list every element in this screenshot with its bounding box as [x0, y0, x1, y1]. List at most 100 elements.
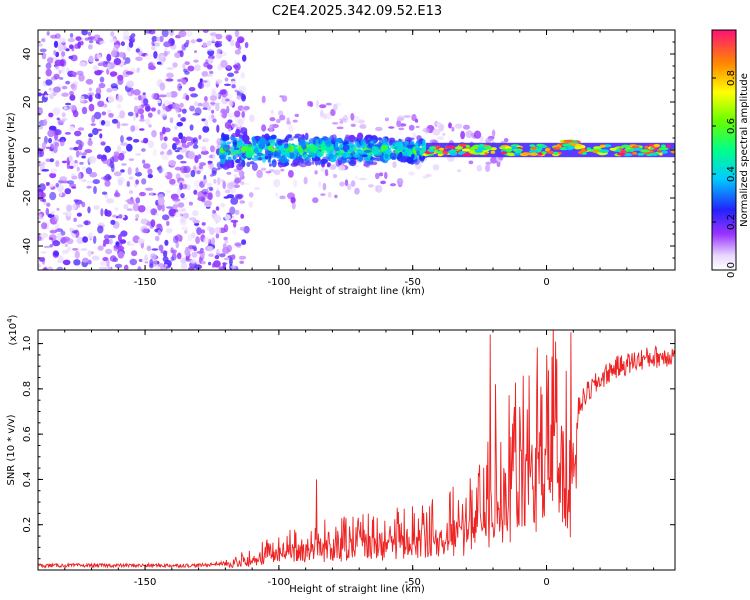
heatmap-cell	[67, 38, 76, 43]
heatmap-cell	[201, 146, 207, 152]
heatmap-cell	[147, 112, 153, 118]
heatmap-cell	[234, 70, 239, 74]
heatmap-cell	[72, 81, 79, 85]
heatmap-cell	[79, 161, 84, 165]
x-tick-label: 0	[543, 577, 549, 588]
heatmap-cell	[181, 142, 187, 148]
heatmap-cell	[162, 126, 166, 135]
heatmap-cell	[176, 252, 182, 260]
heatmap-cell	[68, 55, 74, 60]
heatmap-cell	[268, 154, 272, 160]
heatmap-cell	[125, 71, 134, 75]
heatmap-cell	[47, 266, 53, 270]
heatmap-cell	[137, 205, 146, 213]
heatmap-cell	[273, 179, 281, 188]
heatmap-cell	[207, 246, 214, 252]
heatmap-cell	[119, 239, 127, 244]
heatmap-cell	[193, 59, 199, 63]
heatmap-cell	[55, 182, 59, 188]
heatmap-cell	[364, 149, 372, 153]
heatmap-cell	[47, 129, 55, 138]
heatmap-cell	[127, 111, 134, 117]
heatmap-cell	[211, 109, 215, 114]
heatmap-cell	[416, 135, 422, 141]
heatmap-cell	[226, 65, 231, 70]
heatmap-cell	[347, 149, 354, 152]
heatmap-cell	[491, 129, 496, 137]
heatmap-cell	[339, 181, 345, 187]
heatmap-cell	[387, 137, 395, 144]
heatmap-cell	[322, 156, 330, 162]
heatmap-cell	[279, 114, 286, 121]
heatmap-cell	[96, 54, 102, 59]
heatmap-cell	[157, 229, 162, 236]
y-tick-label: -40	[22, 238, 33, 254]
snr-panel: -150 -100 -50 0 0.2 0.4 0.6 0.8 1.0 Height of s…	[6, 314, 676, 595]
heatmap-cell	[142, 228, 149, 234]
heatmap-cell	[110, 31, 115, 37]
heatmap-cell	[38, 43, 44, 47]
heatmap-cell	[87, 92, 95, 97]
heatmap-cell	[377, 137, 382, 141]
heatmap-cell	[174, 201, 179, 206]
heatmap-cell	[206, 48, 214, 52]
heatmap-cell	[70, 83, 76, 89]
heatmap-cell	[231, 132, 240, 138]
heatmap-cell	[474, 149, 483, 153]
heatmap-cell	[468, 160, 474, 165]
heatmap-cell	[49, 229, 57, 234]
heatmap-cell	[151, 93, 158, 100]
heatmap-cell	[335, 150, 342, 154]
heatmap-cell	[276, 118, 281, 124]
heatmap-cell	[56, 207, 60, 211]
heatmap-cell	[222, 144, 230, 152]
heatmap-cell	[228, 99, 234, 107]
heatmap-cell	[375, 172, 380, 180]
heatmap-cell	[76, 70, 84, 76]
heatmap-cell	[366, 144, 372, 149]
heatmap-cell	[238, 255, 247, 260]
heatmap-cell	[192, 139, 197, 143]
heatmap-cell	[256, 152, 264, 156]
heatmap-cell	[202, 125, 210, 133]
heatmap-cell	[165, 92, 172, 98]
x-tick-label: -150	[134, 577, 157, 588]
heatmap-cell	[195, 236, 201, 245]
heatmap-cell	[309, 144, 317, 152]
heatmap-cell	[279, 155, 288, 164]
heatmap-cell	[113, 171, 122, 177]
heatmap-cell	[553, 151, 559, 155]
heatmap-cell	[43, 266, 48, 270]
heatmap-cell	[264, 149, 271, 156]
heatmap-cell	[188, 201, 193, 206]
heatmap-cell	[157, 109, 161, 115]
heatmap-cell	[220, 202, 226, 208]
heatmap-cell	[214, 227, 221, 234]
heatmap-cell	[184, 61, 190, 65]
heatmap-cell	[196, 227, 203, 236]
heatmap-cell	[182, 197, 187, 201]
heatmap-cell	[231, 123, 235, 129]
heatmap-cell	[342, 152, 347, 159]
heatmap-cell	[116, 121, 121, 129]
heatmap-cell	[234, 89, 238, 93]
heatmap-cell	[320, 167, 326, 172]
heatmap-cell	[126, 136, 133, 141]
heatmap-cell	[166, 129, 170, 132]
heatmap-cell	[160, 250, 168, 254]
heatmap-cell	[131, 33, 136, 38]
heatmap-cell	[97, 70, 104, 73]
heatmap-cell	[264, 155, 269, 160]
heatmap-cell	[234, 242, 242, 247]
heatmap-cell	[222, 51, 227, 57]
heatmap-cell	[39, 48, 47, 53]
heatmap-cell	[93, 186, 97, 194]
heatmap-cell	[352, 115, 361, 124]
heatmap-cell	[128, 243, 135, 246]
heatmap-cell	[74, 250, 80, 259]
heatmap-cell	[505, 148, 513, 152]
heatmap-cell	[163, 41, 172, 48]
heatmap-cell	[75, 150, 80, 158]
heatmap-cell	[361, 154, 368, 158]
heatmap-cell	[406, 144, 412, 149]
